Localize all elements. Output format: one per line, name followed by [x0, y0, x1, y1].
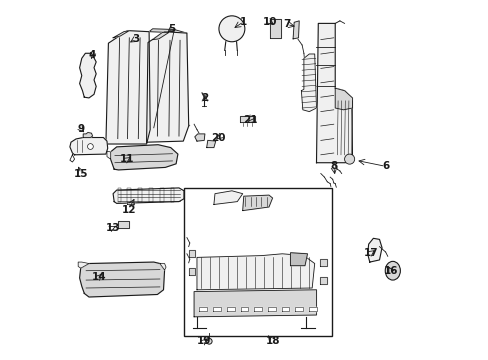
Bar: [183, 188, 332, 336]
Polygon shape: [254, 307, 262, 311]
Ellipse shape: [219, 16, 244, 42]
Polygon shape: [149, 29, 186, 33]
Text: 7: 7: [283, 19, 290, 30]
Polygon shape: [267, 307, 275, 311]
Polygon shape: [113, 31, 129, 38]
Polygon shape: [80, 53, 96, 98]
Polygon shape: [106, 31, 150, 144]
Polygon shape: [188, 250, 195, 257]
Polygon shape: [78, 262, 89, 268]
Polygon shape: [197, 254, 314, 290]
Polygon shape: [194, 134, 204, 141]
Circle shape: [87, 144, 93, 149]
Circle shape: [206, 338, 212, 344]
Circle shape: [344, 154, 354, 164]
Polygon shape: [152, 32, 168, 40]
Polygon shape: [292, 21, 299, 39]
Polygon shape: [240, 116, 255, 122]
Polygon shape: [188, 268, 195, 275]
Polygon shape: [118, 221, 128, 228]
Polygon shape: [240, 307, 248, 311]
Text: 12: 12: [121, 204, 136, 215]
Text: 2: 2: [201, 93, 208, 103]
Polygon shape: [83, 132, 92, 138]
Polygon shape: [308, 307, 316, 311]
Ellipse shape: [385, 261, 400, 280]
Text: 21: 21: [242, 114, 257, 125]
Text: 10: 10: [262, 17, 276, 27]
Text: 5: 5: [168, 24, 175, 34]
Polygon shape: [242, 195, 272, 211]
Polygon shape: [80, 262, 164, 297]
Polygon shape: [160, 264, 166, 270]
Text: 16: 16: [383, 266, 397, 276]
Polygon shape: [70, 138, 107, 155]
Polygon shape: [199, 307, 207, 311]
Text: 4: 4: [89, 50, 96, 60]
Polygon shape: [206, 140, 215, 148]
Polygon shape: [335, 88, 352, 110]
Text: 14: 14: [91, 272, 106, 282]
Polygon shape: [367, 238, 381, 262]
Text: 1: 1: [240, 17, 247, 27]
Text: 19: 19: [197, 336, 211, 346]
Polygon shape: [320, 277, 326, 284]
Polygon shape: [316, 23, 352, 163]
Polygon shape: [270, 19, 280, 38]
Text: 20: 20: [211, 132, 225, 143]
Polygon shape: [150, 125, 189, 130]
Text: 8: 8: [329, 161, 337, 171]
Polygon shape: [213, 191, 242, 204]
Polygon shape: [194, 290, 316, 317]
Polygon shape: [290, 253, 307, 266]
Polygon shape: [107, 151, 110, 159]
Polygon shape: [226, 307, 234, 311]
Text: 17: 17: [363, 248, 378, 258]
Text: 9: 9: [77, 124, 84, 134]
Text: 6: 6: [381, 161, 388, 171]
Polygon shape: [146, 32, 188, 142]
Text: 11: 11: [120, 154, 135, 164]
Polygon shape: [301, 54, 316, 112]
Text: 3: 3: [132, 34, 139, 44]
Polygon shape: [127, 202, 133, 204]
Polygon shape: [295, 307, 303, 311]
Polygon shape: [320, 259, 326, 266]
Polygon shape: [113, 188, 183, 203]
Text: 13: 13: [105, 222, 120, 233]
Polygon shape: [213, 307, 221, 311]
Polygon shape: [110, 145, 178, 170]
Polygon shape: [281, 307, 289, 311]
Text: 15: 15: [74, 168, 88, 179]
Text: 18: 18: [265, 336, 279, 346]
